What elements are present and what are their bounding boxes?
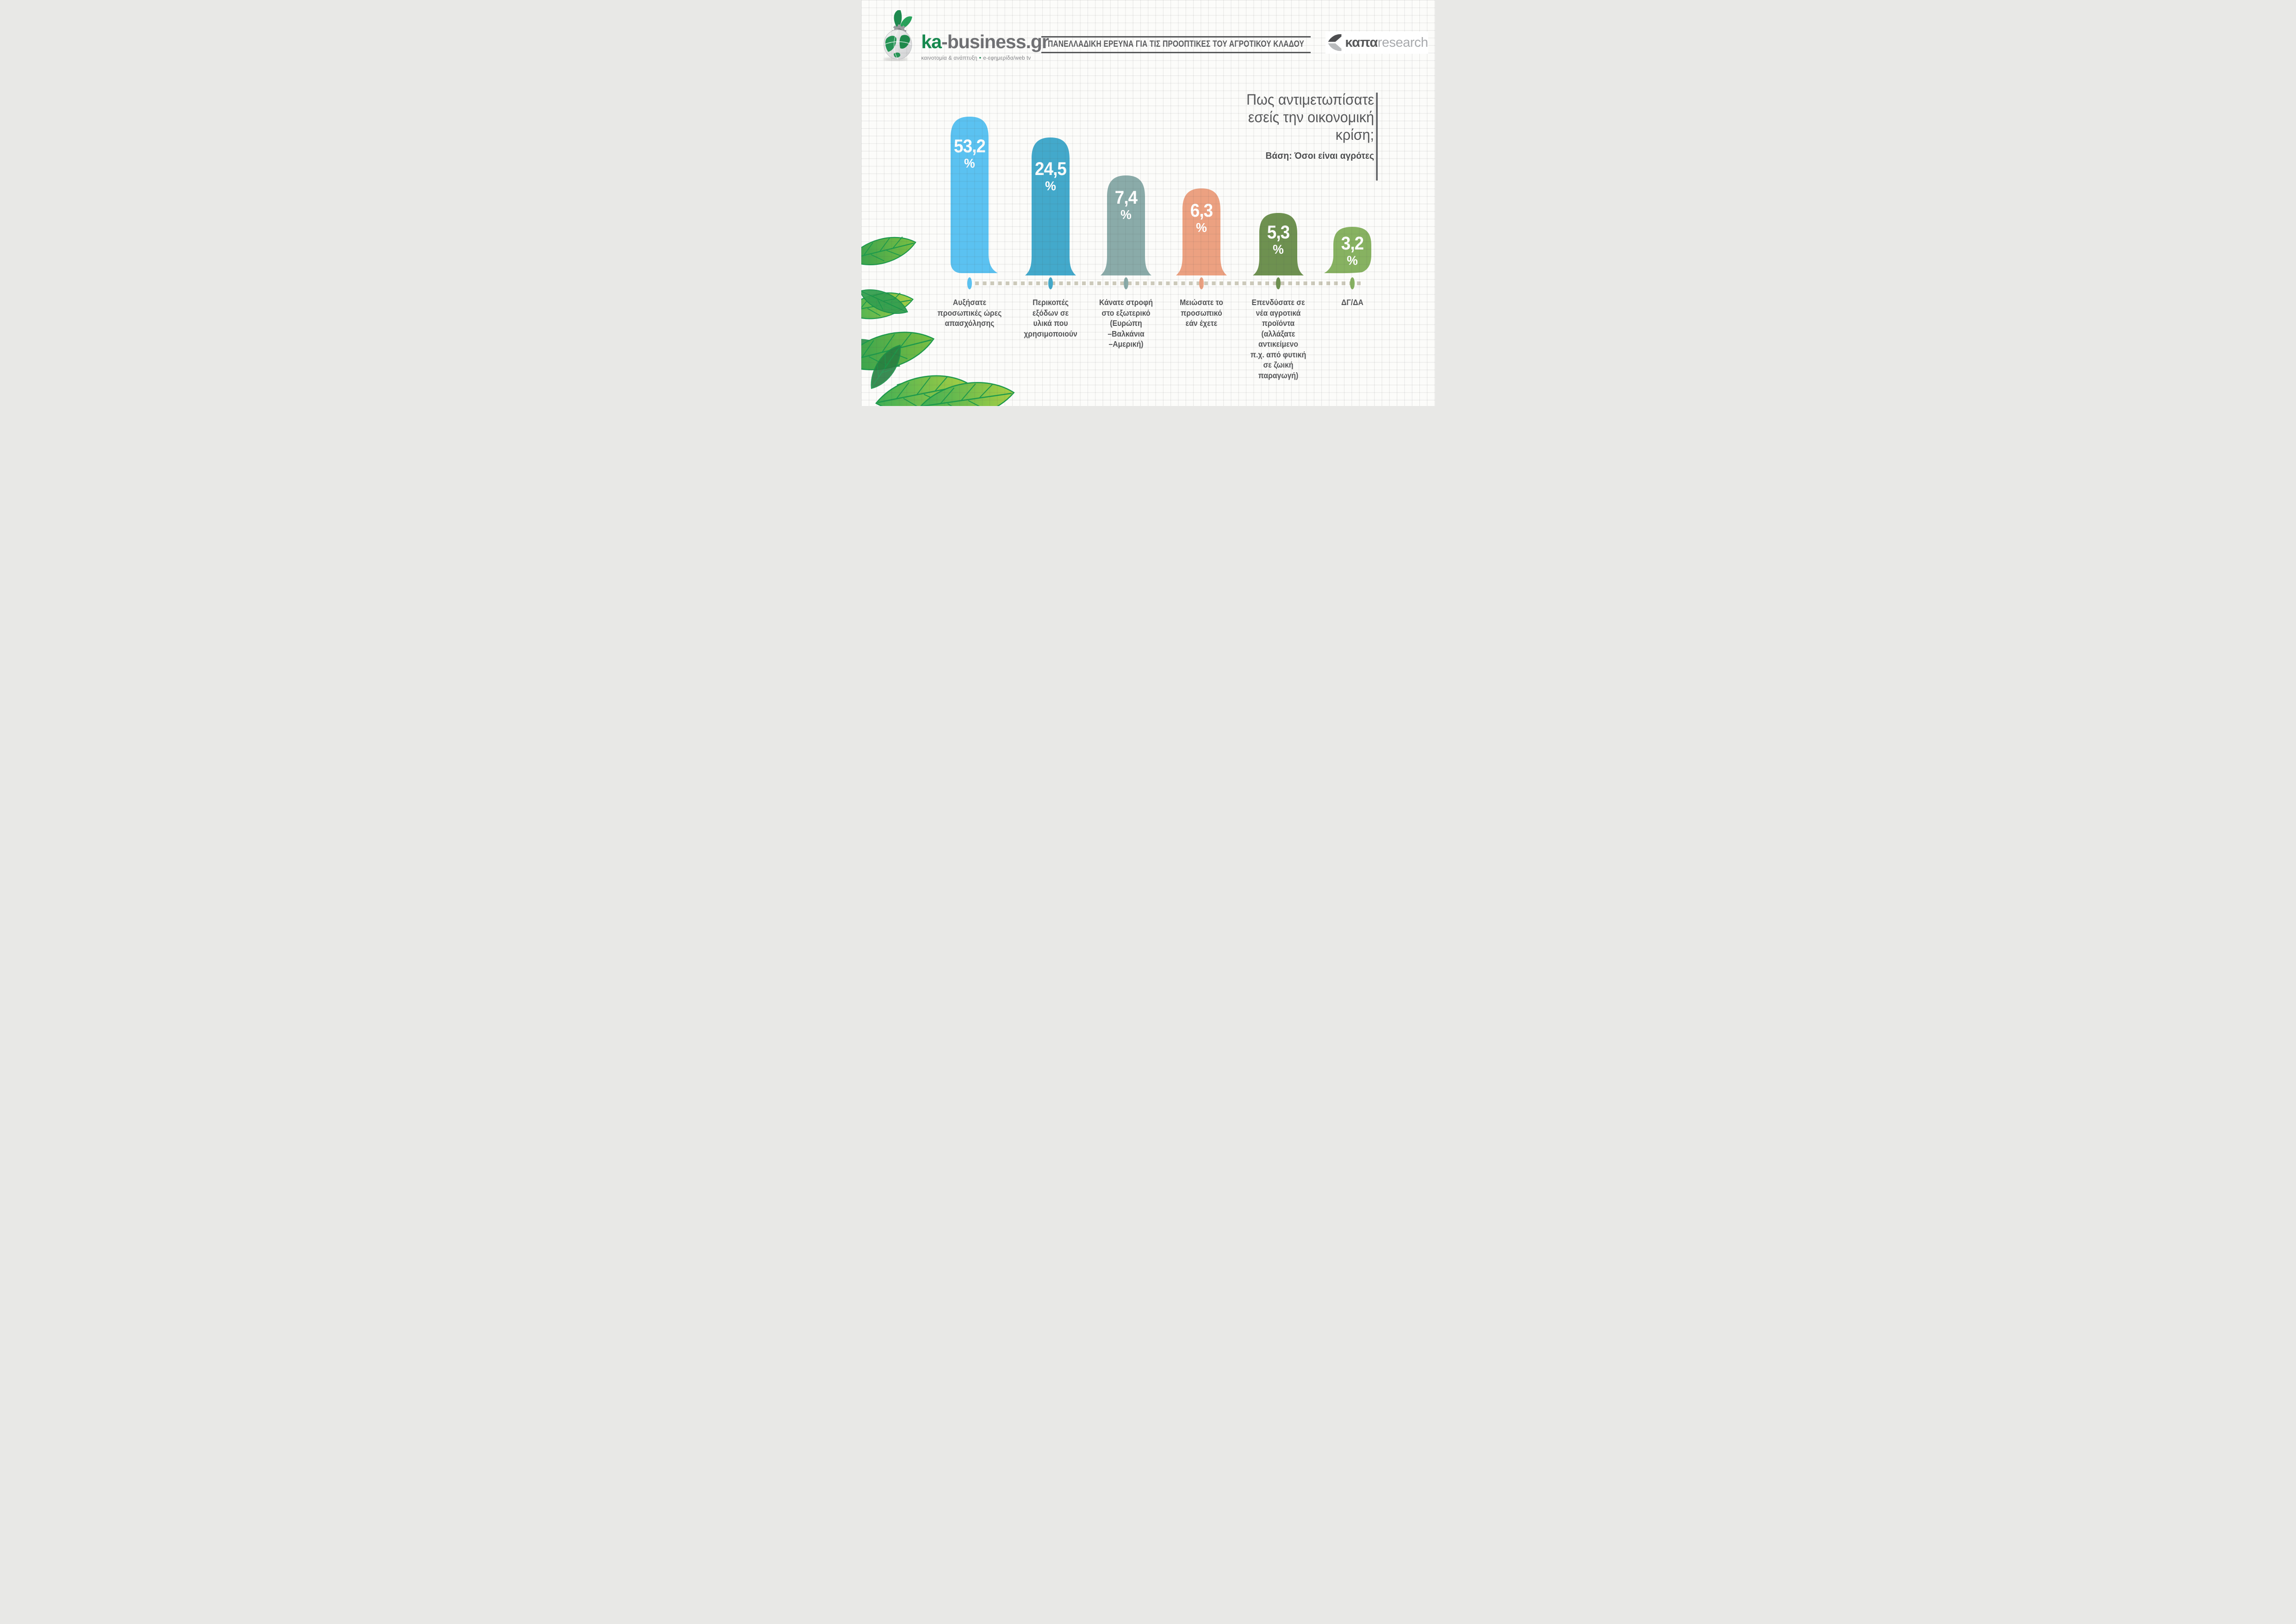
- axis-dot-6: [1350, 277, 1355, 289]
- chart-base-note: Βάση: Όσοι είναι αγρότες: [1265, 151, 1374, 161]
- brand-name: ka-business.gr: [921, 32, 1049, 51]
- category-label-1: Αυξήσατε προσωπικές ώρες απασχόλησης: [937, 298, 1002, 328]
- category-label-6: ΔΓ/ΔΑ: [1341, 298, 1363, 307]
- bar-increase-personal-hours: 53,2 %: [950, 116, 998, 273]
- bar-invested-new-products: 5,3 %: [1252, 212, 1304, 276]
- bar-reduced-staff: 6,3 %: [1176, 187, 1227, 276]
- chart-title: Πως αντιμετωπίσατε εσείς την οικονομική …: [1246, 91, 1374, 143]
- bar-value-unit: %: [1346, 253, 1358, 268]
- ka-business-logo: ka-business.gr καινοτομία & ανάπτυξη • e-ε…: [880, 10, 1049, 61]
- bar-shape: [1025, 137, 1076, 275]
- bar-value: 3,2: [1341, 233, 1363, 254]
- kapa-bold: καπα: [1345, 35, 1378, 50]
- bar-shape: [1324, 227, 1371, 274]
- dashed-baseline: [975, 281, 1362, 285]
- bar-shape: [1176, 188, 1227, 275]
- axis-dot-1: [967, 277, 972, 289]
- bar-value-unit: %: [1195, 220, 1207, 235]
- bar-value: 24,5: [1034, 159, 1067, 179]
- category-label-4: Μειώσατε το προσωπικό εάν έχετε: [1179, 298, 1223, 328]
- infographic-page: ka-business.gr καινοτομία & ανάπτυξη • e-ε…: [861, 0, 1435, 406]
- banner-bottom-rule: [1041, 52, 1311, 53]
- survey-banner: ΠΑΝΕΛΛΑΔΙΚΗ ΕΡΕΥΝΑ ΓΙΑ ΤΙΣ ΠΡΟΟΠΤΙΚΕΣ ΤΟ…: [1041, 36, 1311, 53]
- bar-value: 53,2: [953, 136, 986, 156]
- kapa-pie-icon: [1328, 34, 1341, 51]
- bar-value-unit: %: [1120, 207, 1132, 222]
- bar-shape: [1100, 175, 1151, 275]
- tagline-right: e-εφημερίδα/web tv: [983, 56, 1031, 61]
- category-label-5: Επενδύσατε σε νέα αγροτικά προϊόντα (αλλ…: [1250, 298, 1306, 380]
- bar-value: 5,3: [1267, 222, 1289, 243]
- question-block: Πως αντιμετωπίσατε εσείς την οικονομική …: [1175, 91, 1374, 162]
- kapa-wordmark: καπαresearch: [1345, 35, 1428, 50]
- bar-value-unit: %: [1045, 179, 1056, 193]
- tagline-bullet-icon: •: [979, 54, 982, 61]
- brand-text: ka-business.gr καινοτομία & ανάπτυξη • e-ε…: [921, 32, 1049, 62]
- bar-shape: [950, 117, 998, 273]
- bar-value: 7,4: [1114, 187, 1137, 208]
- bar-turn-abroad: 7,4 %: [1100, 175, 1151, 276]
- category-label-2: Περικοπές εξόδων σε υλικά που χρησιμοποι…: [1023, 298, 1077, 338]
- brand-tagline: καινοτομία & ανάπτυξη • e-εφημερίδα/web tv: [921, 54, 1049, 61]
- bar-value-unit: %: [964, 156, 975, 170]
- globe-gear-leaves-icon: [883, 10, 912, 61]
- title-vertical-rule: [1375, 93, 1378, 181]
- brand-name-rest: -business.gr: [941, 31, 1049, 52]
- axis-dot-3: [1123, 277, 1128, 289]
- bar-value-unit: %: [1272, 242, 1284, 256]
- category-label-3: Κάνατε στροφή στο εξωτερικό (Ευρώπη –Βαλ…: [1099, 298, 1153, 349]
- banner-top-rule: [1041, 36, 1311, 37]
- bar-shape: [1252, 213, 1304, 275]
- axis-dot-2: [1048, 277, 1053, 289]
- axis-dot-4: [1199, 277, 1204, 289]
- tagline-left: καινοτομία & ανάπτυξη: [921, 56, 977, 61]
- bar-cost-cuts-materials: 24,5 %: [1025, 137, 1076, 276]
- kapa-research-logo: καπαresearch: [1325, 31, 1428, 54]
- bar-value: 6,3: [1190, 200, 1213, 221]
- axis-dot-5: [1276, 277, 1281, 289]
- survey-banner-title: ΠΑΝΕΛΛΑΔΙΚΗ ΕΡΕΥΝΑ ΓΙΑ ΤΙΣ ΠΡΟΟΠΤΙΚΕΣ ΤΟ…: [1047, 39, 1304, 49]
- brand-name-ka: ka: [921, 31, 942, 52]
- kapa-light: research: [1377, 35, 1428, 50]
- bar-dont-know-no-answer: 3,2 %: [1324, 226, 1371, 274]
